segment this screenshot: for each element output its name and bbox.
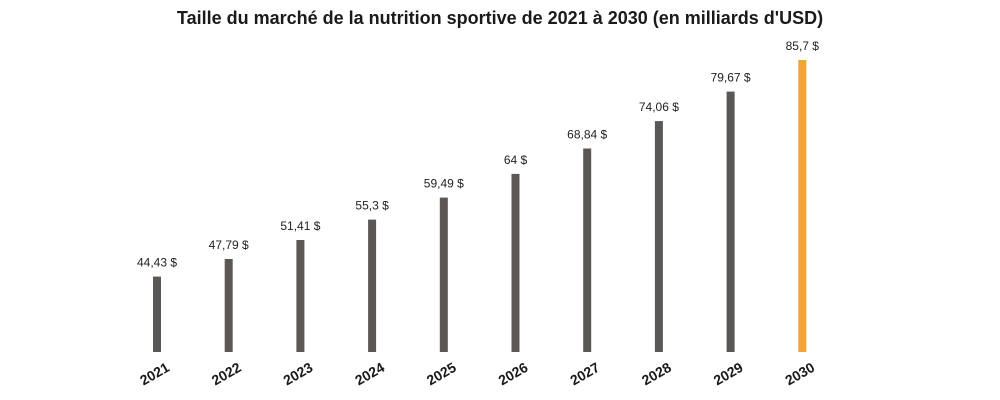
x-tick-label-2024: 2024 — [352, 359, 387, 389]
bar-2029 — [726, 91, 735, 352]
bar-2027 — [583, 148, 592, 352]
value-label-2026: 64 $ — [504, 153, 528, 167]
chart-title: Taille du marché de la nutrition sportiv… — [176, 8, 824, 28]
bar-2021 — [153, 276, 161, 352]
bar-2026 — [511, 173, 520, 352]
value-label-2024: 55,3 $ — [355, 199, 389, 213]
value-label-2029: 79,67 $ — [711, 71, 751, 85]
x-tick-label-2029: 2029 — [711, 359, 746, 389]
value-label-2030: 85,7 $ — [786, 39, 820, 53]
value-label-2023: 51,41 $ — [280, 219, 320, 233]
bar-2023 — [296, 240, 305, 352]
value-label-2022: 47,79 $ — [209, 238, 249, 252]
bar-2025 — [439, 197, 448, 352]
x-tick-label-2022: 2022 — [209, 359, 244, 389]
x-tick-label-2023: 2023 — [280, 359, 315, 389]
x-tick-label-2030: 2030 — [782, 359, 817, 389]
x-tick-label-2027: 2027 — [567, 359, 602, 389]
value-label-2028: 74,06 $ — [639, 100, 679, 114]
value-label-2025: 59,49 $ — [424, 177, 464, 191]
value-label-2027: 68,84 $ — [567, 128, 607, 142]
bar-2024 — [368, 219, 377, 352]
bar-2022 — [224, 259, 233, 352]
x-tick-label-2025: 2025 — [424, 359, 459, 389]
value-label-2021: 44,43 $ — [137, 256, 177, 270]
bar-2030 — [798, 60, 807, 352]
x-tick-label-2028: 2028 — [639, 359, 674, 389]
bar-2028 — [654, 121, 663, 352]
x-tick-label-2026: 2026 — [496, 359, 531, 389]
x-tick-label-2021: 2021 — [137, 359, 172, 389]
